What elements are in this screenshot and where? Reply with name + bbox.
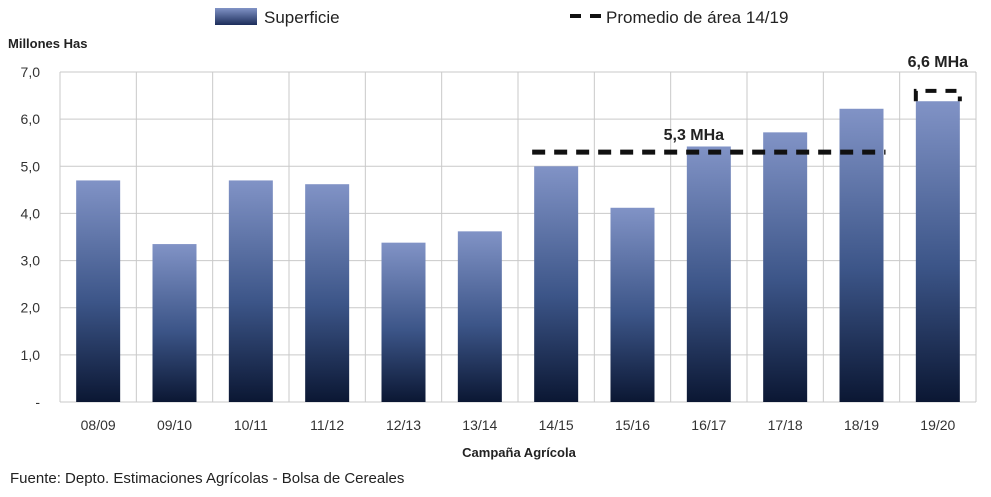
x-tick-label: 18/19 [844, 417, 879, 433]
bar-09-10 [152, 244, 197, 402]
y-tick-label: 7,0 [21, 64, 41, 80]
x-tick-label: 13/14 [462, 417, 497, 433]
annotation-projection: 6,6 MHa [908, 54, 969, 71]
y-tick-label: 4,0 [21, 205, 41, 221]
y-ticks: - 1,0 2,0 3,0 4,0 5,0 6,0 7,0 [21, 64, 41, 410]
x-tick-label: 15/16 [615, 417, 650, 433]
x-ticks: 08/09 09/10 10/11 11/12 12/13 13/14 14/15 15/16… [81, 417, 956, 433]
y-tick-label: 5,0 [21, 158, 41, 174]
grid [59, 71, 977, 403]
bar-14-15 [534, 166, 579, 402]
bar-12-13 [381, 242, 426, 402]
bar-19-20 [915, 101, 960, 402]
y-tick-label: 1,0 [21, 347, 41, 363]
x-axis-label: Campaña Agrícola [462, 445, 576, 460]
average-overlay: 5,3 MHa 6,6 MHa [532, 54, 969, 155]
bars [76, 101, 960, 403]
x-tick-label: 11/12 [310, 417, 344, 433]
y-axis-label: Millones Has [8, 36, 87, 51]
bar-13-14 [457, 231, 502, 402]
x-tick-label: 10/11 [234, 417, 268, 433]
bar-18-19 [839, 108, 884, 403]
x-tick-label: 16/17 [691, 417, 726, 433]
x-tick-label: 17/18 [768, 417, 803, 433]
x-tick-label: 12/13 [386, 417, 421, 433]
projection-bracket [913, 88, 962, 102]
annotation-average: 5,3 MHa [664, 127, 725, 144]
bar-11-12 [305, 184, 350, 402]
bar-10-11 [228, 180, 273, 402]
y-tick-label: 2,0 [21, 300, 41, 316]
legend: Superficie Promedio de área 14/19 [215, 8, 788, 27]
x-tick-label: 09/10 [157, 417, 192, 433]
y-tick-label: 3,0 [21, 253, 41, 269]
legend-swatch-superficie [215, 8, 257, 25]
x-tick-label: 19/20 [920, 417, 955, 433]
bar-16-17 [686, 146, 731, 402]
bar-15-16 [610, 207, 655, 402]
y-tick-label: 6,0 [21, 111, 41, 127]
x-tick-label: 08/09 [81, 417, 116, 433]
legend-label-superficie: Superficie [264, 8, 340, 27]
legend-label-average: Promedio de área 14/19 [606, 8, 788, 27]
x-tick-label: 14/15 [539, 417, 574, 433]
y-tick-label: - [35, 394, 40, 410]
chart: Superficie Promedio de área 14/19 Millon… [8, 8, 977, 460]
source-note: Fuente: Depto. Estimaciones Agrícolas - … [10, 470, 405, 487]
bar-17-18 [763, 132, 808, 403]
bar-08-09 [76, 180, 121, 402]
